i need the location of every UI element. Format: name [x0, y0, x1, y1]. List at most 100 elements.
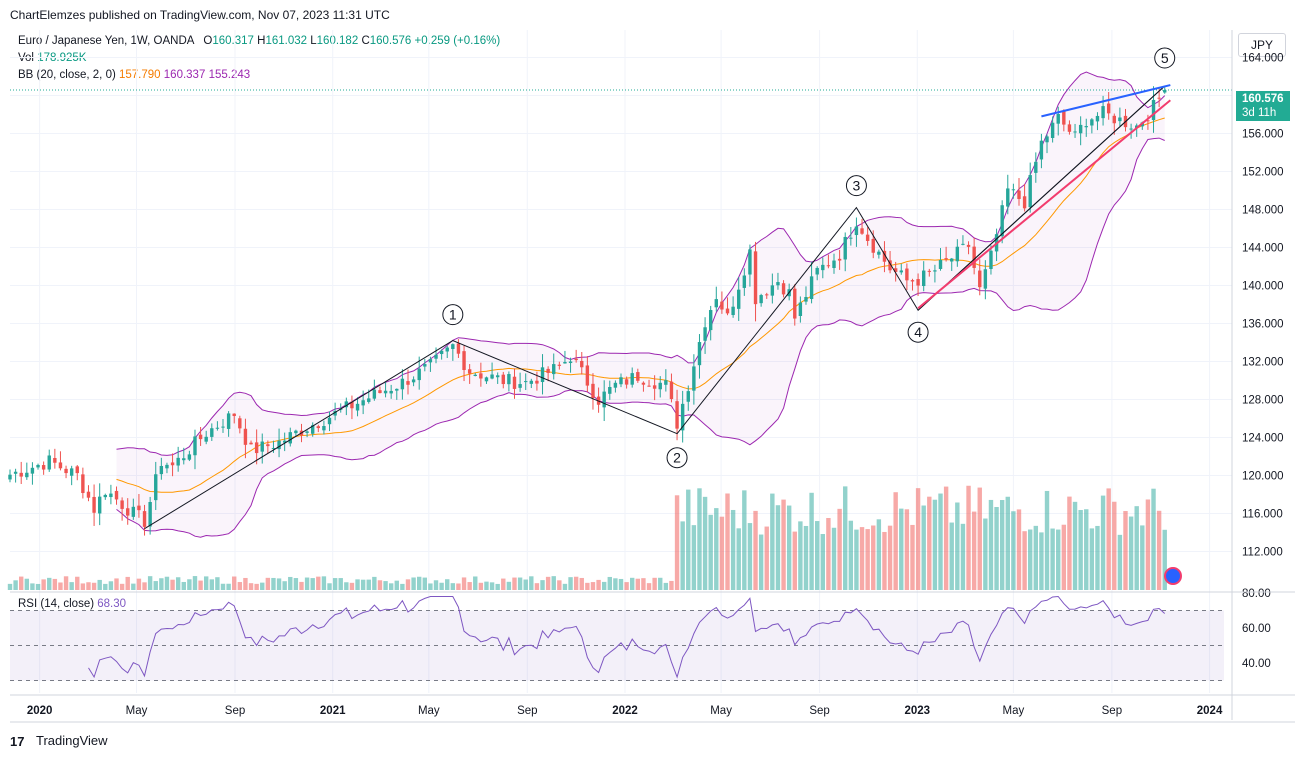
- candle-body: [316, 426, 321, 429]
- price-tick-label: 132.000: [1242, 357, 1284, 369]
- volume-bar: [147, 576, 153, 590]
- symbol-title[interactable]: Euro / Japanese Yen, 1W, OANDA: [18, 35, 194, 47]
- candle-body: [916, 279, 920, 286]
- candle-body: [664, 380, 668, 385]
- candle-body: [961, 243, 965, 245]
- volume-bar: [1028, 529, 1033, 590]
- candle-body: [406, 381, 410, 385]
- volume-bar: [131, 583, 136, 590]
- volume-bar: [1095, 525, 1100, 590]
- candle-body: [742, 275, 747, 288]
- candle-body: [1056, 114, 1060, 124]
- time-tick-label: 2024: [1197, 705, 1223, 717]
- candle-body: [624, 379, 629, 385]
- candle-body: [619, 377, 623, 385]
- candle-body: [350, 401, 354, 409]
- candle-body: [137, 505, 141, 511]
- candle-body: [490, 374, 494, 379]
- open-value: 160.317: [212, 35, 254, 47]
- wedge-lower-line: [917, 99, 1171, 310]
- volume-bar: [19, 576, 24, 590]
- wave-label-circle: [907, 321, 929, 343]
- tradingview-footer[interactable]: 17 TradingView: [10, 733, 108, 748]
- volume-bar: [304, 577, 310, 590]
- candle-body: [210, 428, 214, 437]
- candle-body: [798, 302, 803, 317]
- candle-body: [64, 468, 68, 474]
- volume-bar: [702, 496, 708, 590]
- candle-body: [1006, 188, 1010, 207]
- candle-body: [933, 270, 937, 272]
- volume-bar: [613, 578, 618, 590]
- candle-body: [182, 458, 186, 461]
- candle-body: [383, 390, 388, 394]
- volume-bar: [310, 578, 315, 590]
- volume-bar: [86, 582, 91, 590]
- volume-bar: [820, 534, 825, 590]
- candle-body: [821, 264, 825, 271]
- candle-body: [249, 442, 253, 445]
- volume-bar: [831, 527, 837, 590]
- wedge-upper-line: [1041, 84, 1171, 118]
- volume-bar: [938, 493, 943, 590]
- volume-bar: [988, 499, 994, 590]
- candle-body: [703, 327, 707, 341]
- bb-label[interactable]: BB (20, close, 2, 0): [18, 69, 116, 81]
- candle-body: [501, 374, 505, 385]
- volume-bar: [450, 583, 456, 590]
- candle-body: [1034, 161, 1038, 173]
- volume-bar: [893, 492, 898, 590]
- rsi-value: 68.30: [97, 598, 127, 610]
- candle-body: [888, 260, 892, 271]
- candle-body: [1106, 103, 1111, 114]
- volume-bar: [400, 583, 405, 590]
- candle-body: [608, 386, 612, 394]
- candle-body: [776, 282, 780, 286]
- candle-body: [826, 265, 831, 267]
- candle-body: [25, 472, 29, 478]
- volume-bar: [254, 583, 259, 590]
- candle-body: [400, 378, 405, 390]
- volume-bar: [417, 576, 422, 590]
- candle-body: [1045, 136, 1049, 143]
- candle-body: [972, 246, 976, 268]
- wave-channel-line: [917, 85, 1166, 311]
- volume-bar: [1044, 490, 1050, 590]
- currency-button[interactable]: JPY: [1238, 33, 1286, 57]
- volume-bar: [803, 525, 809, 590]
- rsi-label[interactable]: RSI (14, close): [18, 598, 95, 610]
- candle-body: [434, 354, 438, 359]
- candle-body: [103, 494, 107, 498]
- candle-body: [193, 436, 197, 456]
- volume-bar: [742, 490, 747, 590]
- volume-bar: [405, 579, 411, 590]
- candle-body: [815, 267, 819, 275]
- volume-bar: [1005, 496, 1010, 590]
- last-price: 160.576: [1242, 93, 1284, 105]
- candle-body: [546, 368, 550, 373]
- volume-bar: [971, 511, 977, 590]
- volume-bar: [422, 577, 428, 590]
- candle-body: [899, 270, 903, 273]
- volume-bar: [814, 521, 820, 590]
- volume-bar: [674, 495, 680, 590]
- close-label: C: [361, 35, 370, 47]
- candle-body: [428, 359, 433, 363]
- candle-body: [568, 361, 573, 364]
- volume-bar: [215, 577, 220, 590]
- candle-body: [361, 400, 365, 406]
- candle-body: [305, 431, 309, 433]
- volume-bar: [887, 525, 893, 590]
- time-tick-label: Sep: [809, 705, 829, 717]
- volume-bar: [467, 582, 472, 590]
- candle-body: [215, 427, 220, 429]
- candle-body: [41, 465, 46, 470]
- candle-body: [552, 364, 556, 375]
- candle-body: [310, 425, 315, 434]
- volume-bar: [999, 500, 1005, 590]
- volume-bar: [198, 580, 203, 590]
- volume-bar: [260, 582, 265, 590]
- grid: [10, 30, 1232, 693]
- candle-body: [445, 347, 449, 352]
